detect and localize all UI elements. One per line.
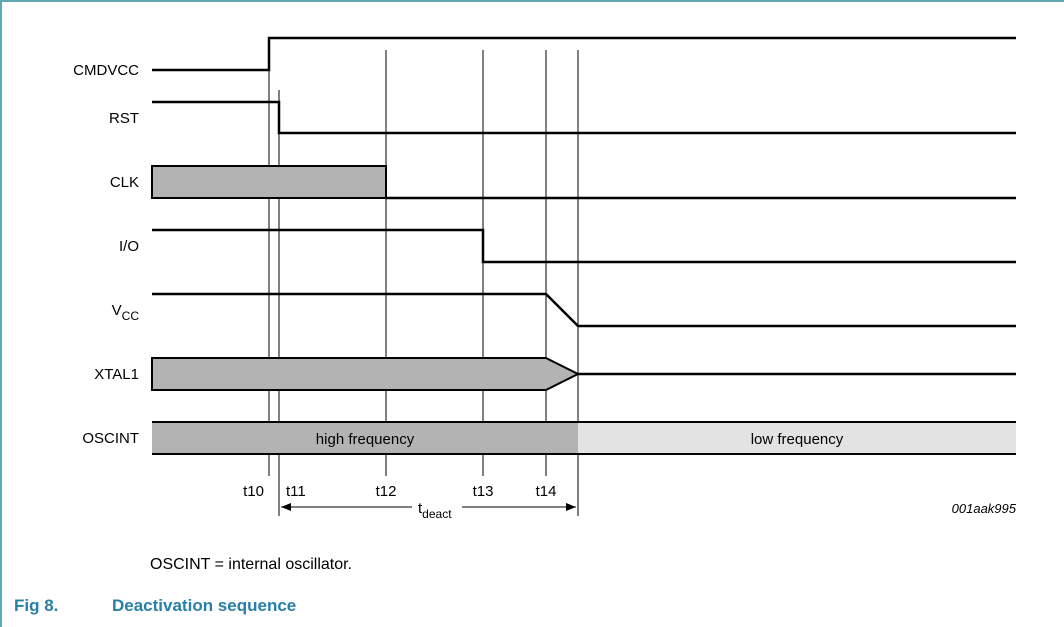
figure-caption: Fig 8. Deactivation sequence bbox=[14, 596, 296, 616]
figure-number: Fig 8. bbox=[14, 596, 59, 615]
oscint-high-block bbox=[152, 422, 578, 454]
tdeact-arrowhead-right bbox=[566, 503, 576, 511]
signal-label-vcc: VCC bbox=[112, 302, 140, 323]
oscint-low-block bbox=[578, 422, 1016, 454]
signal-label-rst: RST bbox=[109, 110, 139, 127]
vcc-label-main: V bbox=[112, 302, 122, 319]
signal-label-clk: CLK bbox=[110, 174, 139, 191]
signal-label-io: I/O bbox=[119, 238, 139, 255]
time-label-t12: t12 bbox=[376, 483, 397, 500]
vcc-waveform bbox=[152, 292, 1016, 328]
time-label-t11: t11 bbox=[286, 483, 306, 500]
left-rule bbox=[0, 0, 2, 627]
vcc-label-sub: CC bbox=[122, 309, 140, 323]
xtal1-active-block bbox=[151, 357, 581, 391]
time-label-t14: t14 bbox=[536, 483, 557, 500]
timing-diagram: high frequency low frequency CMDVCC RST … bbox=[73, 36, 1017, 521]
figure-title: Deactivation sequence bbox=[112, 596, 297, 615]
signal-label-cmdvcc: CMDVCC bbox=[73, 62, 139, 79]
tdeact-arrowhead-left bbox=[281, 503, 291, 511]
cmdvcc-waveform bbox=[152, 36, 1016, 72]
signal-label-oscint: OSCINT bbox=[82, 430, 139, 447]
tdeact-label-sub: deact bbox=[422, 507, 452, 521]
figure-id: 001aak995 bbox=[952, 501, 1017, 516]
oscint-low-label: low frequency bbox=[751, 431, 844, 448]
signal-label-xtal1: XTAL1 bbox=[94, 366, 139, 383]
rst-waveform bbox=[152, 100, 1016, 135]
top-rule bbox=[0, 0, 1064, 2]
time-label-t10: t10 bbox=[243, 483, 264, 500]
tdeact-label-main: t bbox=[418, 500, 423, 517]
figure-note: OSCINT = internal oscillator. bbox=[150, 556, 353, 573]
io-waveform bbox=[152, 228, 1016, 264]
clk-active-block bbox=[151, 165, 387, 199]
oscint-high-label: high frequency bbox=[316, 431, 415, 448]
tdeact-label: tdeact bbox=[418, 500, 452, 521]
time-label-t13: t13 bbox=[473, 483, 494, 500]
